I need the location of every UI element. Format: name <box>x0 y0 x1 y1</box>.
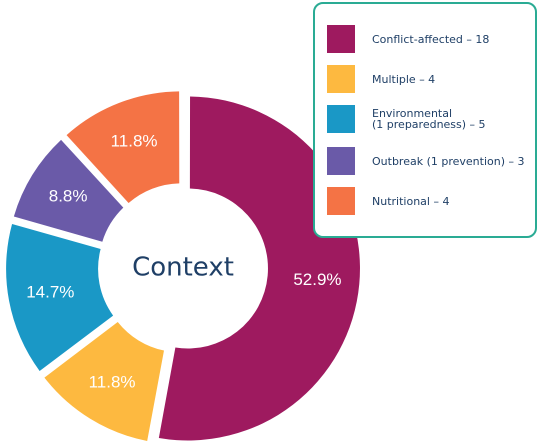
slice-label: 11.8% <box>111 132 158 151</box>
legend-item: Nutritional – 4 <box>327 187 449 215</box>
donut-slice <box>6 223 114 371</box>
legend-swatch <box>327 25 355 53</box>
legend-item: Environmental (1 preparedness) – 5 <box>327 105 486 133</box>
legend-label: Conflict-affected – 18 <box>372 32 490 46</box>
slice-label: 52.9% <box>293 270 341 289</box>
legend: Conflict-affected – 18 Multiple – 4 Enviro… <box>313 2 537 238</box>
center-label: Context <box>132 253 234 283</box>
legend-swatch <box>327 147 355 175</box>
donut-slice <box>158 96 360 441</box>
donut-slice <box>44 322 164 442</box>
legend-label: Environmental (1 preparedness) – 5 <box>372 107 486 131</box>
legend-swatch <box>327 65 355 93</box>
legend-item: Outbreak (1 prevention) – 3 <box>327 147 525 175</box>
donut-slice <box>66 91 180 204</box>
legend-label: Outbreak (1 prevention) – 3 <box>372 154 525 168</box>
legend-label: Multiple – 4 <box>372 72 436 86</box>
slice-label: 14.7% <box>26 282 74 301</box>
legend-label: Nutritional – 4 <box>372 194 450 208</box>
slice-label: 11.8% <box>89 372 136 391</box>
slice-label: 8.8% <box>49 187 88 206</box>
donut-slice <box>13 139 124 242</box>
legend-item: Multiple – 4 <box>327 65 435 93</box>
legend-swatch <box>327 187 355 215</box>
legend-swatch <box>327 105 355 133</box>
legend-item: Conflict-affected – 18 <box>327 25 489 53</box>
